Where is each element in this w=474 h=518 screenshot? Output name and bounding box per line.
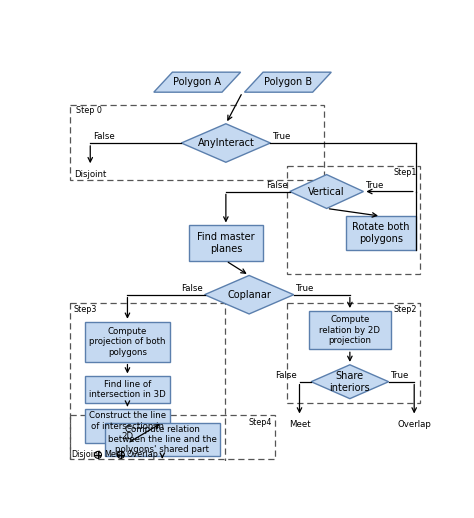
Text: True: True [296,284,314,293]
Text: Step4: Step4 [248,418,272,427]
Text: Disjoint: Disjoint [74,170,107,179]
Bar [70,415,275,459]
FancyBboxPatch shape [105,423,219,456]
Text: Step3: Step3 [73,305,97,314]
Text: False: False [266,181,288,190]
Text: Compute relation
between the line and the
polygons' shared part: Compute relation between the line and th… [108,425,217,454]
Polygon shape [311,365,389,399]
Text: Find line of
intersection in 3D: Find line of intersection in 3D [89,380,166,399]
Text: True: True [273,133,291,141]
Text: False: False [181,284,203,293]
Bar [287,303,420,404]
Text: Find master
planes: Find master planes [197,232,255,254]
Text: True: True [366,181,384,190]
Text: Coplanar: Coplanar [227,290,271,300]
Text: Rotate both
polygons: Rotate both polygons [352,222,410,244]
Text: Share
interiors: Share interiors [329,371,370,393]
Text: Meet: Meet [104,450,124,459]
Text: Overlap: Overlap [127,450,158,459]
FancyBboxPatch shape [85,376,170,402]
FancyBboxPatch shape [346,216,416,250]
Bar [287,166,420,274]
Text: Meet: Meet [289,420,310,429]
Text: Compute
projection of both
polygons: Compute projection of both polygons [89,327,166,356]
Polygon shape [205,276,294,314]
Text: Step 0: Step 0 [76,106,102,115]
Text: Step2: Step2 [394,305,417,314]
Polygon shape [182,124,271,162]
Bar [70,105,324,180]
Text: True: True [391,371,410,380]
Text: Compute
relation by 2D
projection: Compute relation by 2D projection [319,315,380,345]
FancyBboxPatch shape [85,409,170,443]
Text: Disjoint: Disjoint [72,450,102,459]
Text: Polygon B: Polygon B [264,77,312,87]
Text: Vertical: Vertical [308,186,345,196]
Polygon shape [245,72,331,92]
Polygon shape [154,72,241,92]
Text: Step1: Step1 [394,168,417,177]
Text: Polygon A: Polygon A [173,77,221,87]
FancyBboxPatch shape [189,225,263,261]
Text: Overlap: Overlap [397,420,431,429]
FancyBboxPatch shape [309,311,391,349]
Text: Construct the line
of intersection in
2D: Construct the line of intersection in 2D [89,411,166,441]
Text: False: False [93,133,115,141]
Bar [70,303,225,471]
Text: AnyInteract: AnyInteract [198,138,255,148]
Polygon shape [290,175,364,208]
FancyBboxPatch shape [85,322,170,362]
Text: False: False [274,371,296,380]
